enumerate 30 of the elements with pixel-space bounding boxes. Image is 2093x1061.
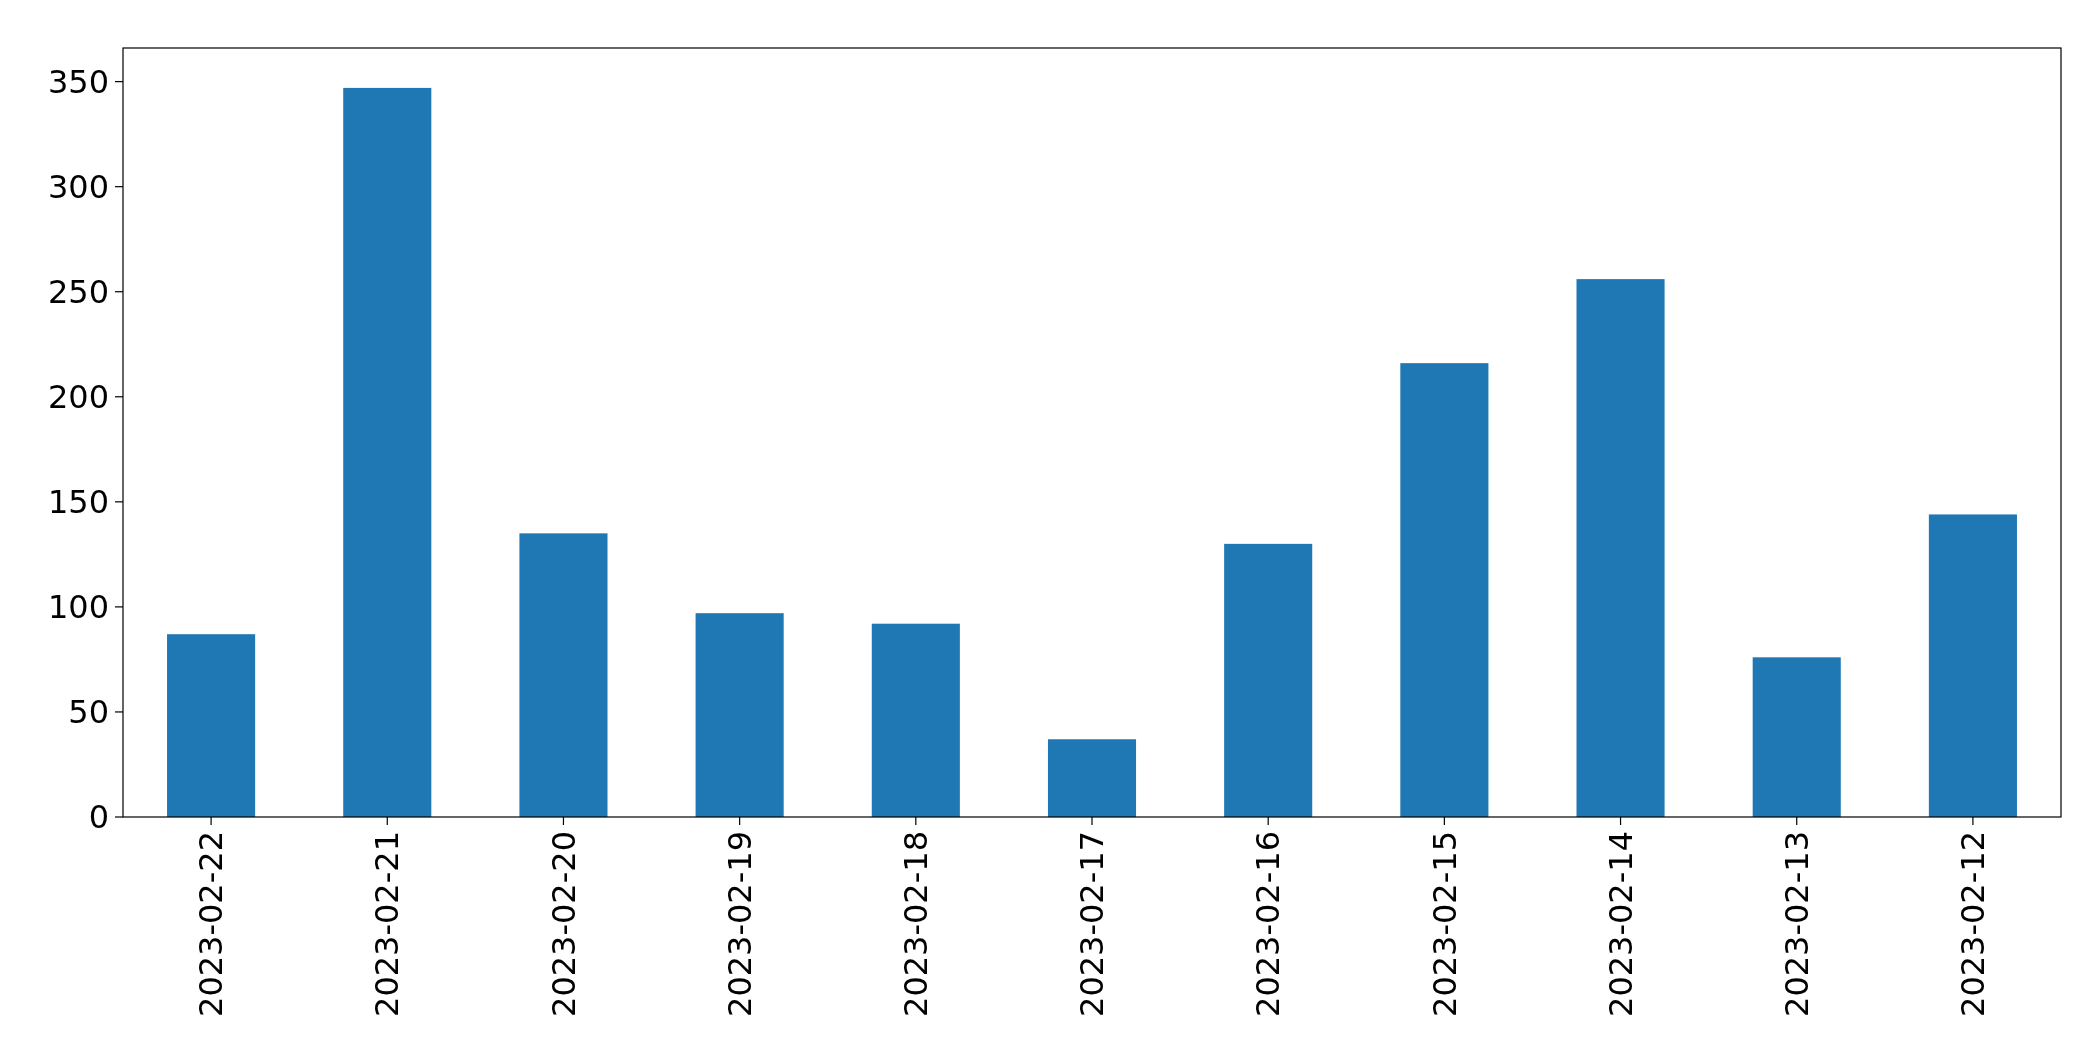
bar [871, 623, 960, 817]
x-tick-label: 2023-02-12 [1954, 831, 1993, 1017]
bar [1576, 279, 1665, 817]
x-tick-label: 2023-02-17 [1073, 831, 1112, 1017]
x-tick-label: 2023-02-19 [720, 831, 759, 1017]
y-tick-label: 0 [88, 798, 109, 837]
y-tick-label: 50 [68, 693, 109, 732]
y-tick-label: 100 [47, 588, 109, 627]
bar [1928, 514, 2017, 817]
y-tick-label: 350 [47, 62, 109, 101]
x-tick-label: 2023-02-16 [1249, 831, 1288, 1017]
y-tick-label: 250 [47, 272, 109, 311]
x-tick-label: 2023-02-15 [1425, 831, 1464, 1017]
y-tick-label: 300 [47, 167, 109, 206]
x-tick-label: 2023-02-21 [368, 831, 407, 1017]
bar [695, 613, 784, 817]
bar [167, 634, 256, 817]
x-tick-label: 2023-02-20 [544, 831, 583, 1017]
bar [1752, 657, 1841, 817]
x-tick-label: 2023-02-22 [192, 831, 231, 1017]
bar [1224, 543, 1313, 817]
y-tick-label: 150 [47, 483, 109, 522]
bar [1400, 363, 1489, 817]
bar [519, 533, 608, 817]
x-tick-label: 2023-02-14 [1601, 831, 1640, 1017]
bar [1047, 739, 1137, 817]
x-tick-label: 2023-02-13 [1777, 831, 1816, 1017]
bar [343, 87, 432, 817]
x-tick-label: 2023-02-18 [897, 831, 936, 1017]
y-tick-label: 200 [47, 377, 109, 416]
